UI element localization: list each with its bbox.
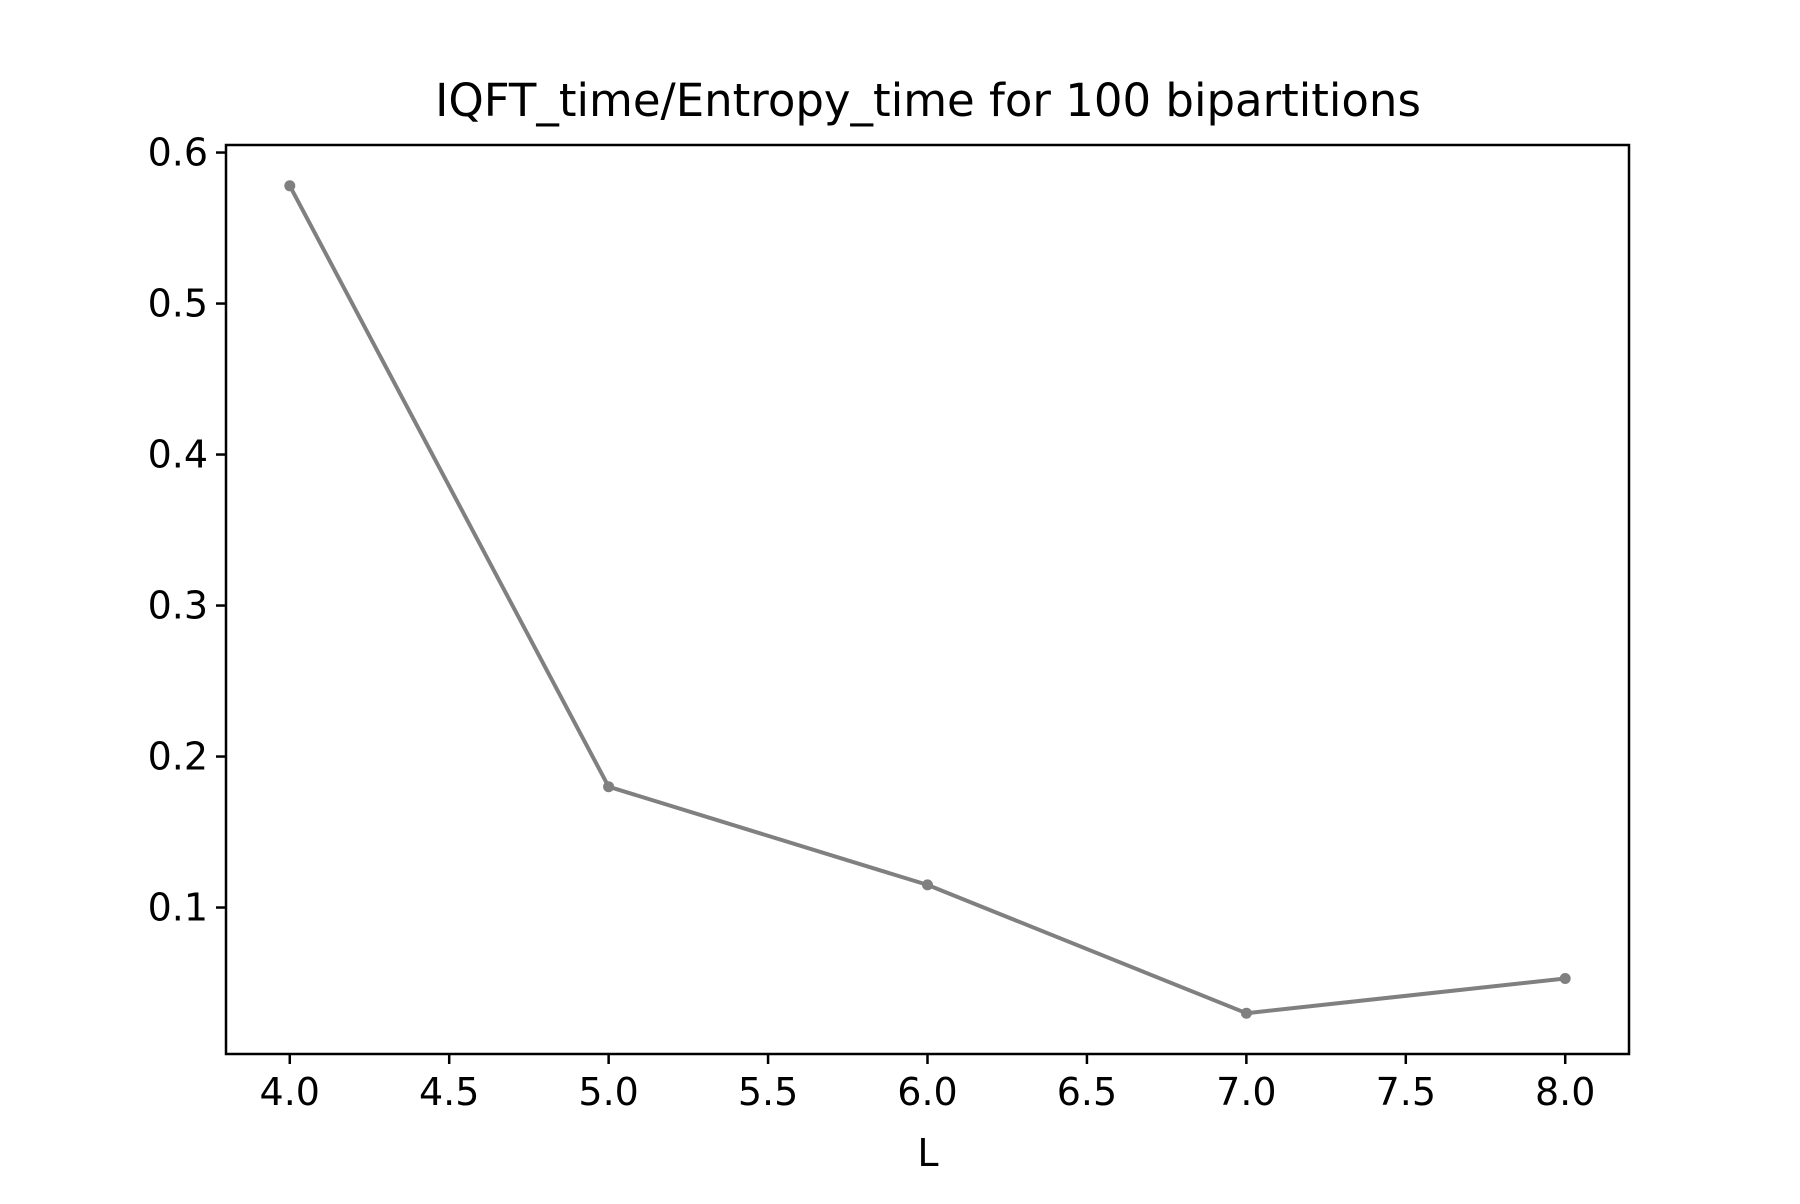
x-axis-label: L: [917, 1131, 938, 1175]
x-tick-label: 7.5: [1376, 1070, 1436, 1114]
data-point: [1240, 1007, 1252, 1019]
x-tick-label: 4.0: [260, 1070, 320, 1114]
data-point: [603, 781, 615, 793]
plot-area: 4.0 4.5 5.0 5.5 6.0 6.5 7.0 7.5 8.0 0.1 0.2 0.3 0.4 0…: [148, 131, 1631, 1114]
y-tick-label: 0.2: [148, 735, 208, 779]
x-tick-label: 5.0: [578, 1070, 638, 1114]
x-tick-label: 7.0: [1216, 1070, 1276, 1114]
x-tick-label: 6.0: [897, 1070, 957, 1114]
y-tick-label: 0.6: [148, 131, 208, 175]
x-tick-label: 5.5: [738, 1070, 798, 1114]
y-tick-label: 0.4: [148, 433, 208, 477]
x-tick-label: 8.0: [1535, 1070, 1595, 1114]
x-tick-label: 6.5: [1057, 1070, 1117, 1114]
x-tick-label: 4.5: [419, 1070, 479, 1114]
y-tick-label: 0.3: [148, 584, 208, 628]
data-point: [922, 879, 933, 891]
data-point: [1559, 973, 1571, 984]
chart-title: IQFT_time/Entropy_time for 100 bipartiti…: [435, 74, 1421, 127]
y-tick-label: 0.5: [148, 282, 208, 326]
data-point: [284, 180, 296, 192]
y-tick-label: 0.1: [148, 886, 208, 930]
